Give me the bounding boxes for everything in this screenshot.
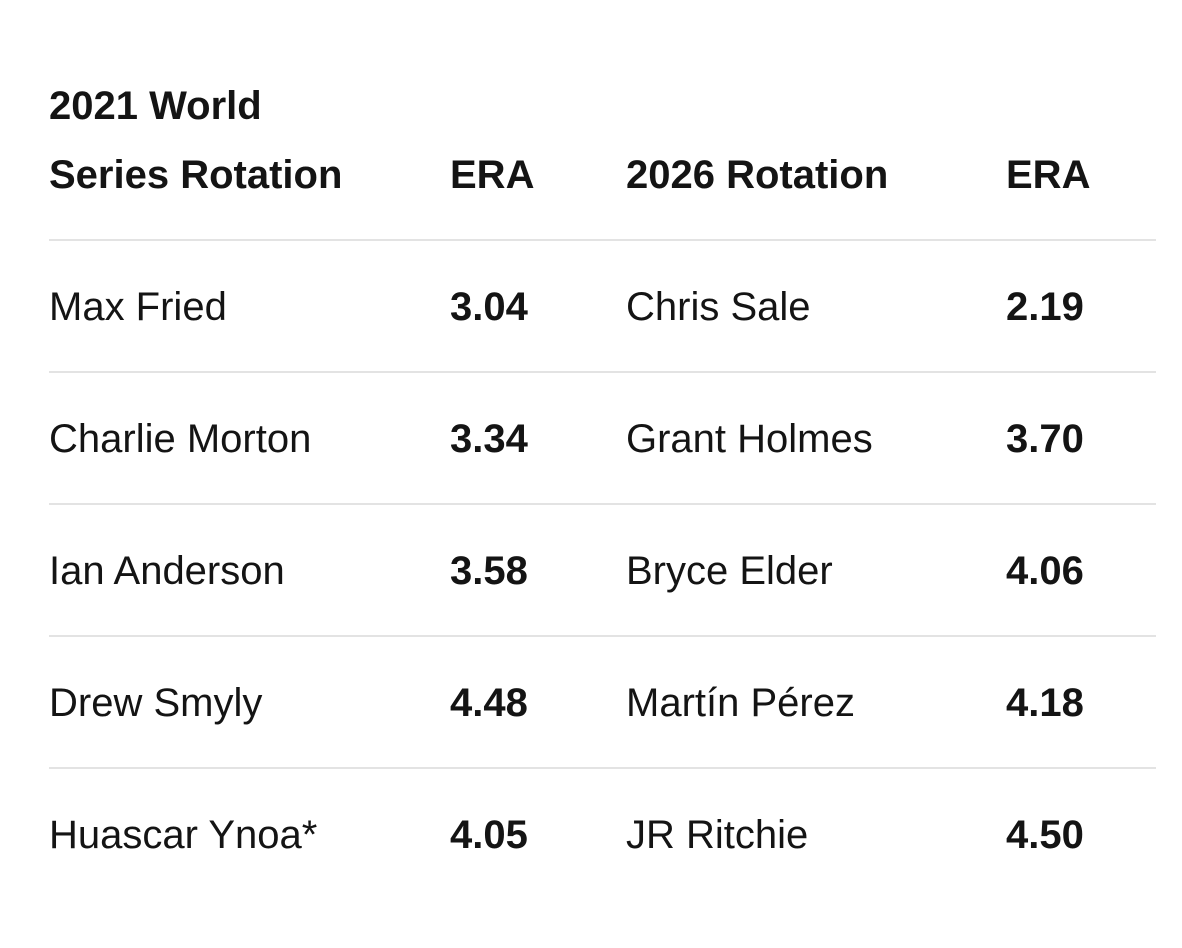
era-value: 4.06: [1006, 549, 1084, 593]
pitcher-name: Max Fried: [49, 285, 227, 329]
era-value: 3.70: [1006, 417, 1084, 461]
era-value: 4.18: [1006, 681, 1084, 725]
era-value: 2.19: [1006, 285, 1084, 329]
column-header: ERA: [1006, 153, 1091, 197]
era-value: 4.50: [1006, 813, 1084, 857]
pitcher-name: Charlie Morton: [49, 417, 312, 461]
column-header: 2021 World Series Rotation: [49, 84, 343, 197]
pitcher-name: JR Ritchie: [626, 813, 809, 857]
pitcher-name: Bryce Elder: [626, 549, 833, 593]
row-divider: [49, 371, 1156, 373]
pitcher-name: Grant Holmes: [626, 417, 873, 461]
era-value: 3.34: [450, 417, 528, 461]
pitcher-name: Chris Sale: [626, 285, 811, 329]
column-header: ERA: [450, 153, 535, 197]
row-divider: [49, 503, 1156, 505]
era-value: 4.05: [450, 813, 528, 857]
row-divider: [49, 239, 1156, 241]
column-header: 2026 Rotation: [626, 153, 889, 197]
pitcher-name: Drew Smyly: [49, 681, 263, 725]
pitcher-name: Martín Pérez: [626, 681, 855, 725]
pitcher-name: Ian Anderson: [49, 549, 285, 593]
pitcher-name: Huascar Ynoa*: [49, 813, 318, 857]
row-divider: [49, 635, 1156, 637]
row-divider: [49, 767, 1156, 769]
era-value: 3.04: [450, 285, 528, 329]
era-value: 4.48: [450, 681, 528, 725]
era-value: 3.58: [450, 549, 528, 593]
